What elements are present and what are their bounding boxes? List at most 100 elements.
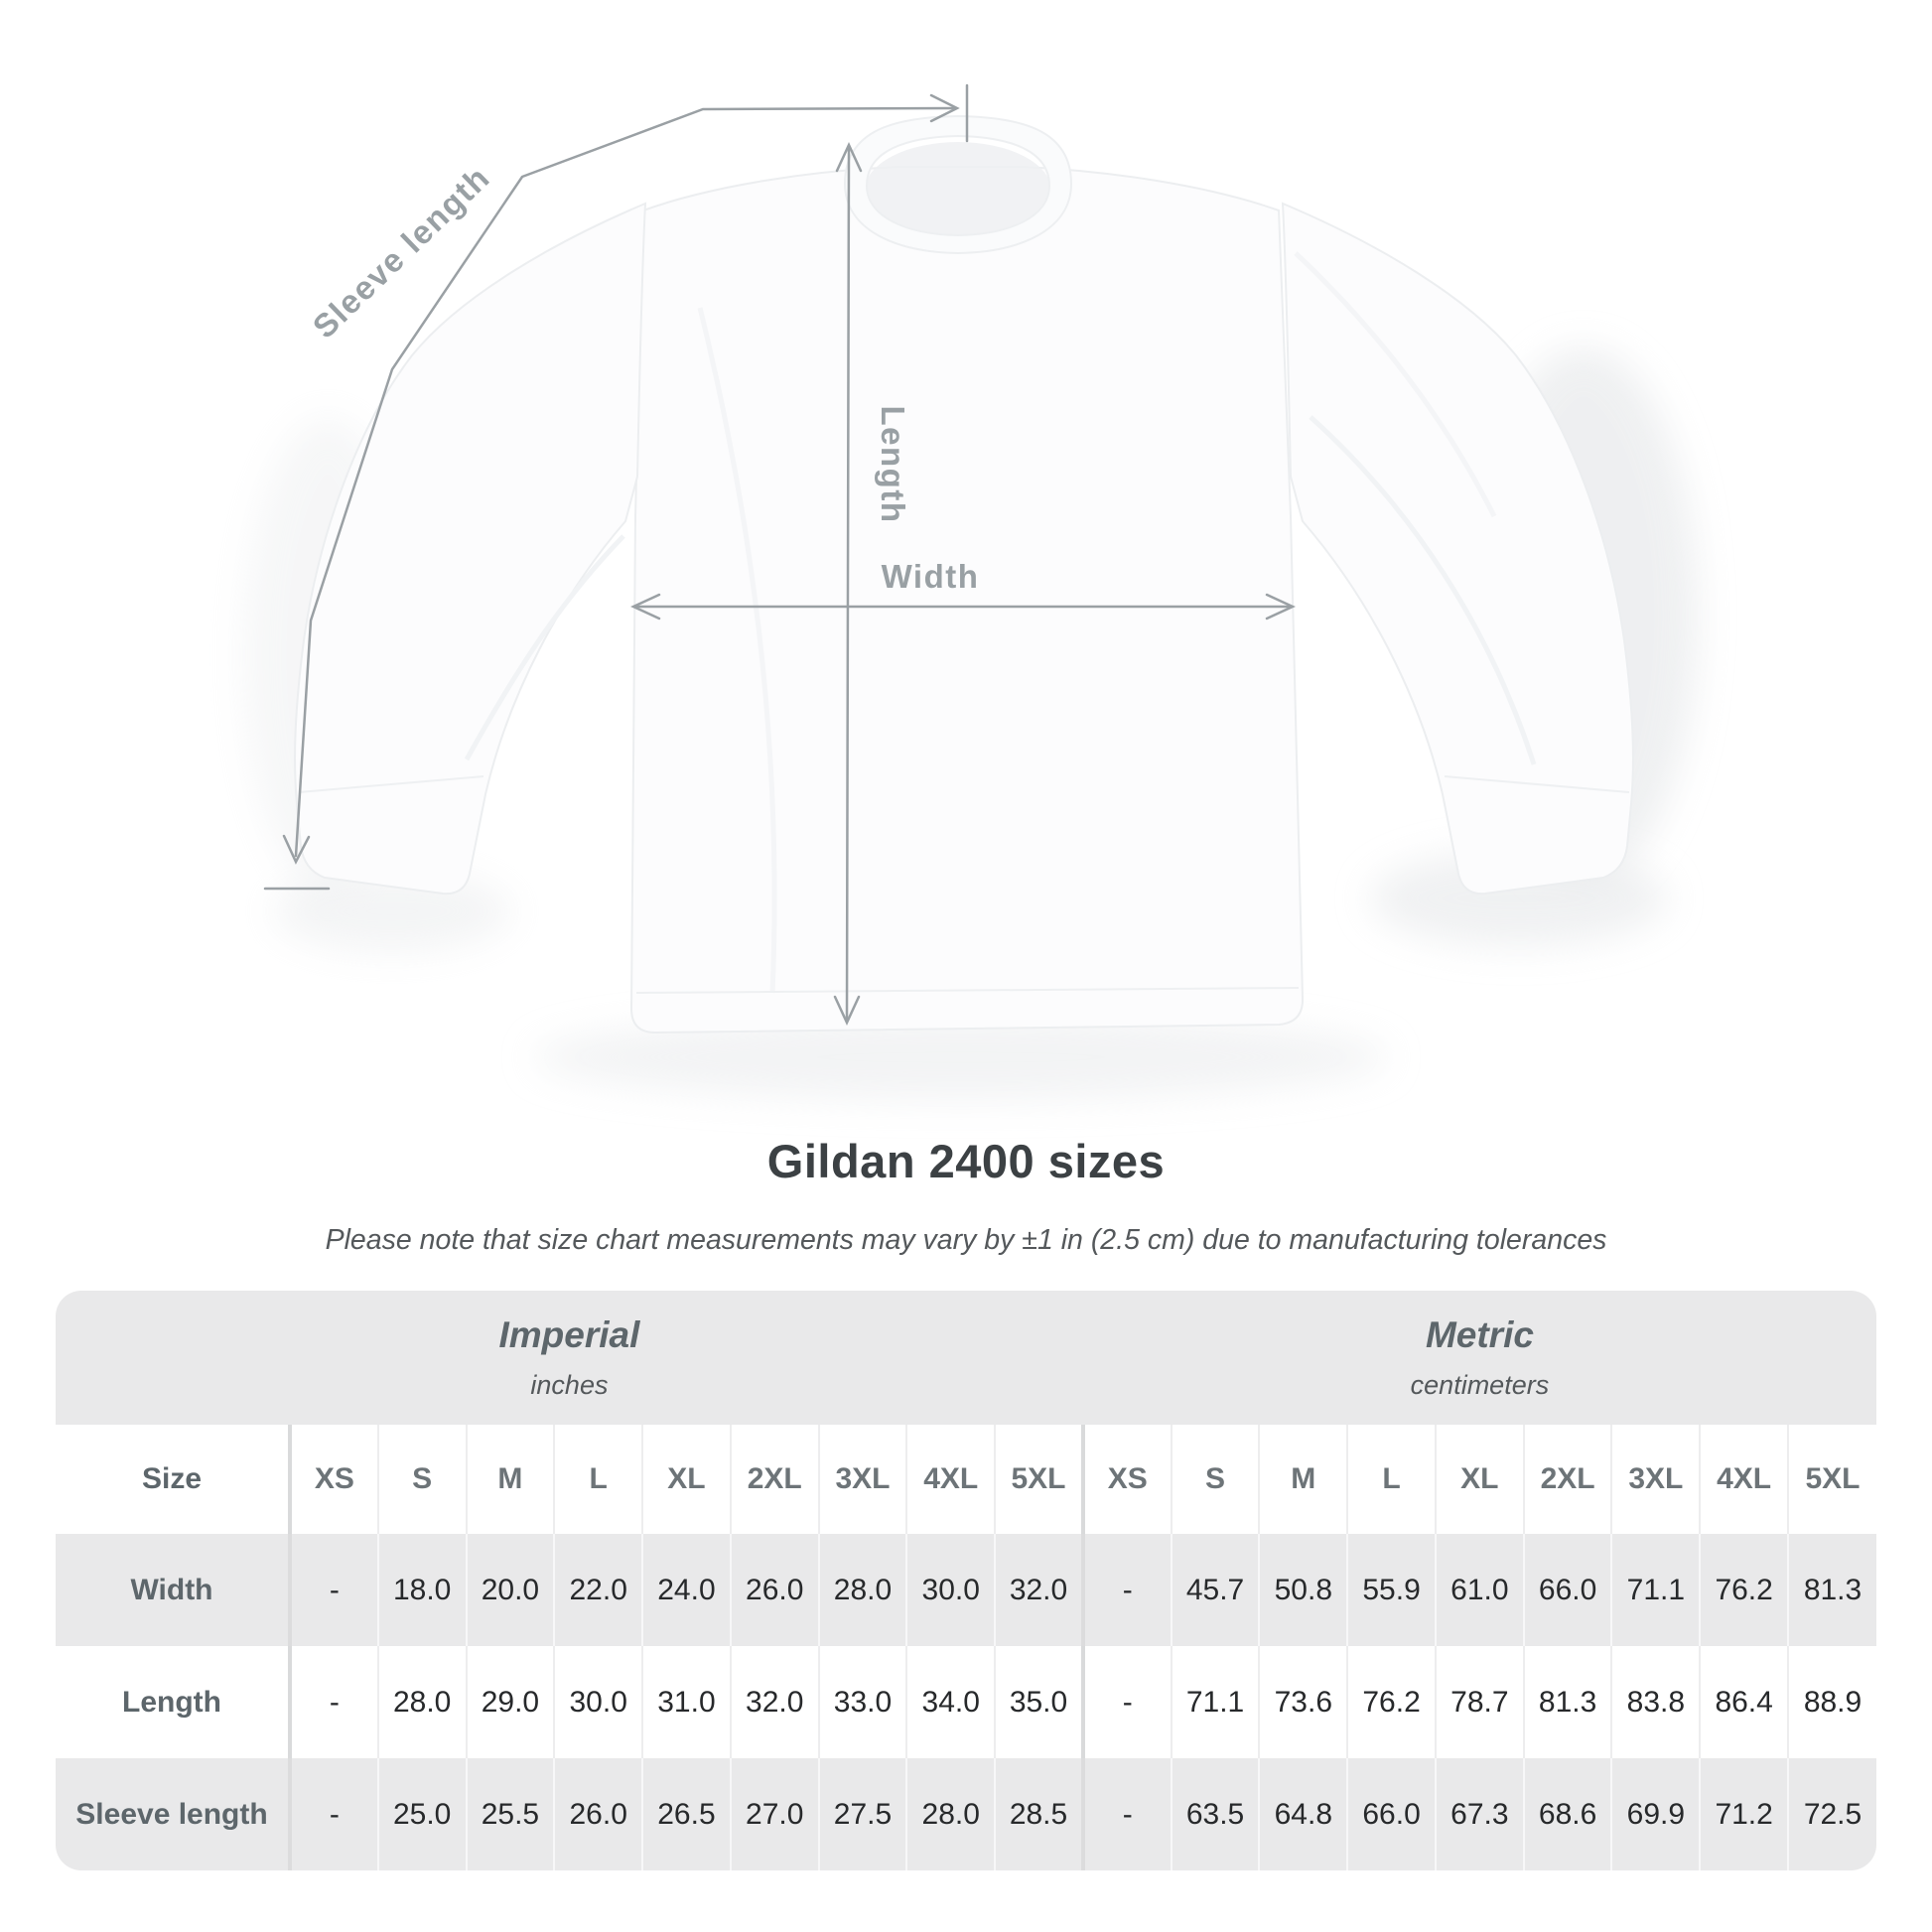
size-column-header-metric-m: M [1258, 1425, 1348, 1534]
measurement-cell: - [288, 1758, 378, 1870]
imperial-unit: inches [530, 1370, 609, 1400]
measurement-cell: 66.0 [1346, 1758, 1436, 1870]
shirt-left-sleeve [294, 202, 647, 896]
measurement-cell: 28.0 [376, 1646, 467, 1758]
width-measure: Width [630, 558, 1296, 621]
shirt-right-sleeve [1281, 202, 1634, 896]
measurement-cell: - [1080, 1646, 1172, 1758]
size-column-header-imperial-3xl: 3XL [817, 1425, 907, 1534]
measurement-cell: 45.7 [1170, 1534, 1260, 1646]
size-column-header-metric-xs: XS [1080, 1425, 1172, 1534]
shirt-body [629, 166, 1305, 1035]
size-column-header-imperial-5xl: 5XL [994, 1425, 1083, 1534]
measurement-cell: 20.0 [465, 1534, 555, 1646]
measurement-cell: 69.9 [1610, 1758, 1701, 1870]
measurement-cell: 26.0 [553, 1758, 643, 1870]
size-column-header-imperial-l: L [553, 1425, 643, 1534]
measurement-cell: 86.4 [1699, 1646, 1789, 1758]
measurement-cell: 78.7 [1434, 1646, 1524, 1758]
measurement-cell: 25.5 [465, 1758, 555, 1870]
size-column-header-imperial-xl: XL [641, 1425, 731, 1534]
row-label: Width [56, 1534, 290, 1646]
size-chart-table: Imperial inches Metric centimeters Size … [56, 1291, 1876, 1870]
measurement-cell: 29.0 [465, 1646, 555, 1758]
measurement-cell: 32.0 [994, 1534, 1083, 1646]
measurement-cell: 35.0 [994, 1646, 1083, 1758]
measurement-cell: 32.0 [729, 1646, 819, 1758]
measurement-cell: 34.0 [905, 1646, 996, 1758]
size-column-header-imperial-4xl: 4XL [905, 1425, 996, 1534]
measurement-cell: 71.1 [1610, 1534, 1701, 1646]
imperial-group-header: Imperial inches [56, 1291, 1083, 1425]
size-column-header-metric-xl: XL [1434, 1425, 1524, 1534]
measurement-cell: 81.3 [1522, 1646, 1612, 1758]
measurement-cell: 71.1 [1170, 1646, 1260, 1758]
metric-group-header: Metric centimeters [1082, 1291, 1876, 1425]
size-column-header-imperial-m: M [465, 1425, 555, 1534]
measurement-cell: - [288, 1534, 378, 1646]
size-column-header-metric-l: L [1346, 1425, 1436, 1534]
page-title: Gildan 2400 sizes [766, 1135, 1166, 1187]
hem-seam [635, 987, 1300, 994]
width-label: Width [882, 558, 980, 595]
row-label: Length [56, 1646, 290, 1758]
measurement-cell: 55.9 [1346, 1534, 1436, 1646]
measurement-row-sleeve-length: Sleeve length -25.0 25.5 26.0 26.5 27.0 27.5 28… [56, 1758, 1876, 1870]
body-fold [697, 307, 777, 994]
left-sleeve-fold [464, 534, 625, 761]
metric-unit: centimeters [1410, 1370, 1550, 1400]
measurement-cell: 71.2 [1699, 1758, 1789, 1870]
measurement-cell: 30.0 [905, 1534, 996, 1646]
size-column-header-metric-3xl: 3XL [1610, 1425, 1701, 1534]
measurement-cell: 50.8 [1258, 1534, 1348, 1646]
measurement-cell: 66.0 [1522, 1534, 1612, 1646]
unit-group-header-row: Imperial inches Metric centimeters [56, 1291, 1876, 1425]
size-column-header-metric-2xl: 2XL [1522, 1425, 1612, 1534]
measurement-cell: 25.0 [376, 1758, 467, 1870]
left-cuff-seam [298, 775, 484, 793]
right-sleeve-fold-2 [1294, 251, 1497, 518]
size-column-header-imperial-2xl: 2XL [729, 1425, 819, 1534]
size-column-header-metric-s: S [1170, 1425, 1260, 1534]
size-column-header-metric-5xl: 5XL [1787, 1425, 1876, 1534]
right-cuff-seam [1444, 775, 1630, 793]
measurement-cell: - [1080, 1758, 1172, 1870]
page-subtitle: Please note that size chart measurements… [325, 1224, 1607, 1256]
measurement-cell: 26.0 [729, 1534, 819, 1646]
imperial-label: Imperial [498, 1314, 640, 1355]
measurement-cell: 28.5 [994, 1758, 1083, 1870]
measurement-cell: 28.0 [817, 1534, 907, 1646]
measurement-cell: 88.9 [1787, 1646, 1876, 1758]
measurement-cell: 30.0 [553, 1646, 643, 1758]
measurement-cell: 31.0 [641, 1646, 731, 1758]
length-label: Length [875, 406, 911, 524]
measurement-cell: 67.3 [1434, 1758, 1524, 1870]
measurement-cell: 83.8 [1610, 1646, 1701, 1758]
size-column-header-imperial-s: S [376, 1425, 467, 1534]
measurement-cell: 27.0 [729, 1758, 819, 1870]
measurement-cell: 24.0 [641, 1534, 731, 1646]
right-sleeve-fold [1309, 415, 1537, 765]
measurement-cell: 22.0 [553, 1534, 643, 1646]
shirt-collar [843, 114, 1073, 255]
measurements-table: Imperial inches Metric centimeters Size … [56, 1291, 1876, 1870]
measurement-cell: - [288, 1646, 378, 1758]
length-measure: Length [833, 142, 911, 1026]
row-label: Sleeve length [56, 1758, 290, 1870]
shirt-diagram: Sleeve length Length Width [243, 83, 1698, 1099]
measurement-row-width: Width -18.0 20.0 22.0 24.0 26.0 28.0 30.0 32.0-4… [56, 1534, 1876, 1646]
measurement-cell: 28.0 [905, 1758, 996, 1870]
size-column-header: Size [56, 1425, 290, 1534]
measurement-cell: 33.0 [817, 1646, 907, 1758]
measurement-cell: 18.0 [376, 1534, 467, 1646]
measurement-cell: - [1080, 1534, 1172, 1646]
measurement-cell: 81.3 [1787, 1534, 1876, 1646]
measurement-cell: 64.8 [1258, 1758, 1348, 1870]
measurement-cell: 68.6 [1522, 1758, 1612, 1870]
measurement-cell: 73.6 [1258, 1646, 1348, 1758]
measurement-cell: 27.5 [817, 1758, 907, 1870]
measurement-row-length: Length -28.0 29.0 30.0 31.0 32.0 33.0 34.0 35.0-… [56, 1646, 1876, 1758]
measurement-cell: 63.5 [1170, 1758, 1260, 1870]
size-header-row: Size XS S M L XL 2XL 3XL 4XL 5XL XS S M L XL 2XL 3XL 4XL… [56, 1425, 1876, 1534]
measurement-cell: 76.2 [1346, 1646, 1436, 1758]
